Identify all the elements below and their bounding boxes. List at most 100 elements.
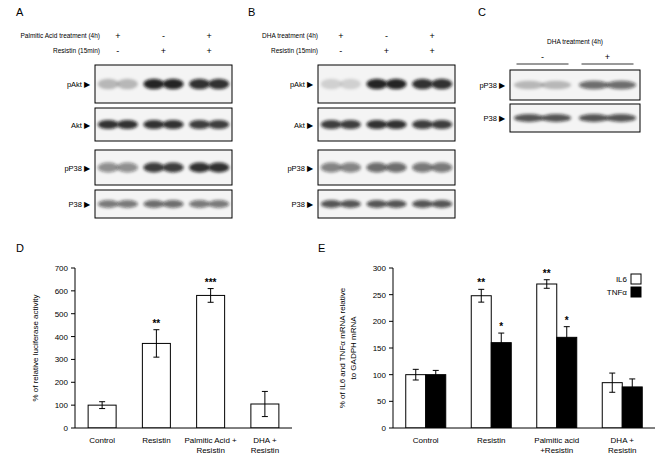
blot-label: P38 ▶ — [69, 200, 91, 209]
blot-band — [143, 200, 164, 208]
blot-band — [340, 163, 361, 173]
lane-sign: - — [162, 31, 165, 41]
blot-band — [208, 79, 229, 90]
blot-label: pP38 ▶ — [479, 81, 506, 90]
treatment-label: Resistin (15min) — [53, 47, 100, 55]
y-tick — [71, 382, 75, 383]
y-tick-label: 250 — [373, 291, 387, 300]
figure: APalmitic Acid treatment (4h)+-+Resistin… — [0, 0, 670, 469]
blot-label: pP38 ▶ — [64, 164, 91, 173]
x-axis — [393, 428, 655, 429]
significance: * — [499, 321, 503, 332]
error-bar — [153, 330, 159, 357]
blot-band — [117, 163, 138, 173]
lane-sign: + — [384, 46, 389, 56]
y-tick-label: 0 — [64, 424, 69, 433]
category-label: Control — [89, 436, 115, 445]
significance: ** — [152, 318, 160, 329]
y-tick — [389, 294, 393, 295]
blot-panel: APalmitic Acid treatment (4h)+-+Resistin… — [16, 6, 232, 218]
legend-swatch — [631, 274, 641, 284]
blot-band — [321, 79, 342, 90]
panel-letter: B — [248, 6, 255, 18]
legend-label: IL6 — [616, 275, 628, 284]
blot-band — [321, 200, 342, 208]
blot-band — [208, 120, 229, 129]
blot-frame — [318, 108, 455, 141]
blot-band — [98, 163, 119, 173]
blot-label: P38 ▶ — [292, 200, 314, 209]
blot-band — [189, 120, 210, 129]
blot-band — [366, 120, 387, 129]
treatment-label: Resistin (15min) — [271, 47, 318, 55]
error-bar — [413, 369, 419, 380]
legend: IL6TNFα — [607, 274, 641, 297]
y-tick — [389, 321, 393, 322]
y-tick — [71, 428, 75, 429]
blot-band — [431, 163, 452, 173]
y-tick — [71, 290, 75, 291]
significance: ** — [543, 268, 551, 279]
panel-letter: D — [16, 242, 24, 254]
y-tick-label: 400 — [55, 333, 69, 342]
y-tick-label: 150 — [373, 344, 387, 353]
y-tick — [389, 348, 393, 349]
bar — [491, 343, 511, 428]
y-tick — [71, 359, 75, 360]
blot-band — [98, 79, 119, 90]
blot-band — [208, 200, 229, 208]
blot-band — [208, 163, 229, 173]
y-tick — [71, 405, 75, 406]
blot-band — [412, 163, 433, 173]
blot-band — [163, 200, 184, 208]
blot-frame — [510, 104, 640, 132]
lane-sign: - — [385, 31, 388, 41]
error-bar — [478, 289, 484, 302]
blot-label: Akt ▶ — [71, 121, 91, 130]
blot-band — [579, 114, 609, 122]
blot-band — [189, 163, 210, 173]
y-tick-label: 700 — [55, 264, 69, 273]
blot-band — [366, 163, 387, 173]
blot-band — [606, 81, 636, 89]
blot-band — [340, 200, 361, 208]
category-label: Palmitic Acid +Resistin — [185, 436, 238, 455]
error-bar — [433, 370, 439, 379]
lane-sign: + — [115, 31, 120, 41]
plot-area — [406, 280, 643, 428]
blot-frame — [318, 150, 455, 185]
blot-band — [340, 79, 361, 90]
blot-label: pAkt ▶ — [290, 80, 314, 89]
error-bar — [629, 379, 635, 395]
blot-frame — [95, 65, 232, 103]
lane-sign: - — [116, 46, 119, 56]
blot-band — [579, 81, 609, 89]
blot-panel: CDHA treatment (4h)-+pP38 ▶P38 ▶ — [478, 6, 640, 132]
blot-band — [431, 120, 452, 129]
blot-frame — [318, 190, 455, 218]
blot-band — [163, 163, 184, 173]
blot-panel: BDHA treatment (4h)+-+Resistin (15min)-+… — [248, 6, 455, 218]
lane-sign: - — [339, 46, 342, 56]
blot-band — [386, 79, 407, 90]
y-tick — [389, 401, 393, 402]
blot-band — [412, 120, 433, 129]
panel-letter: C — [478, 6, 486, 18]
blot-band — [98, 200, 119, 208]
blot-band — [514, 114, 544, 122]
lane-sign: + — [338, 31, 343, 41]
treatment-label: Palmitic Acid treatment (4h) — [21, 32, 100, 40]
significance: *** — [205, 277, 217, 288]
blot-band — [386, 200, 407, 208]
category-label: DHA +Resistin — [608, 436, 636, 455]
bar — [471, 296, 491, 428]
blot-label: P38 ▶ — [484, 114, 506, 123]
blot-label: pP38 ▶ — [287, 164, 314, 173]
category-label: Resistin — [477, 436, 505, 445]
blot-band — [117, 200, 138, 208]
axis-title: % of relative luciferase activity — [31, 294, 40, 401]
error-bar — [564, 327, 570, 348]
blot-band — [163, 79, 184, 90]
blot-band — [340, 120, 361, 129]
lane-line — [517, 64, 569, 65]
